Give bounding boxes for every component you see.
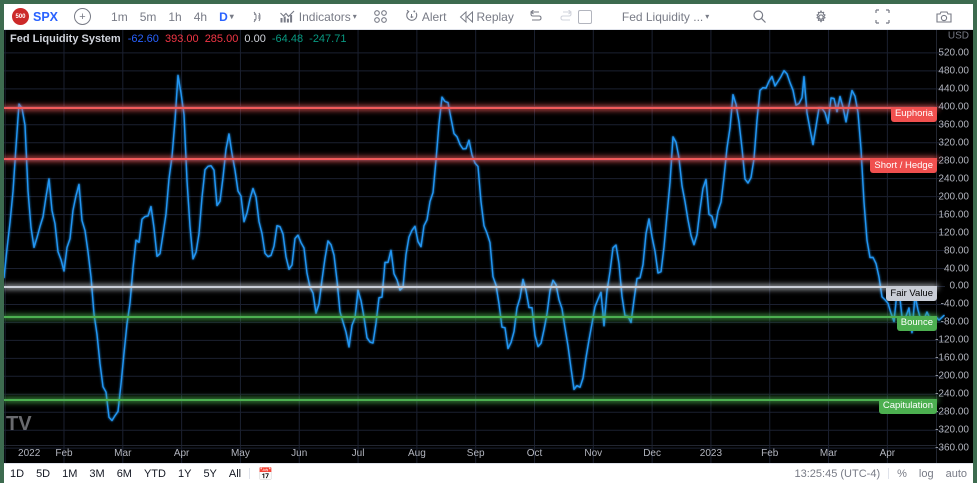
svg-text:TV: TV — [6, 413, 32, 435]
